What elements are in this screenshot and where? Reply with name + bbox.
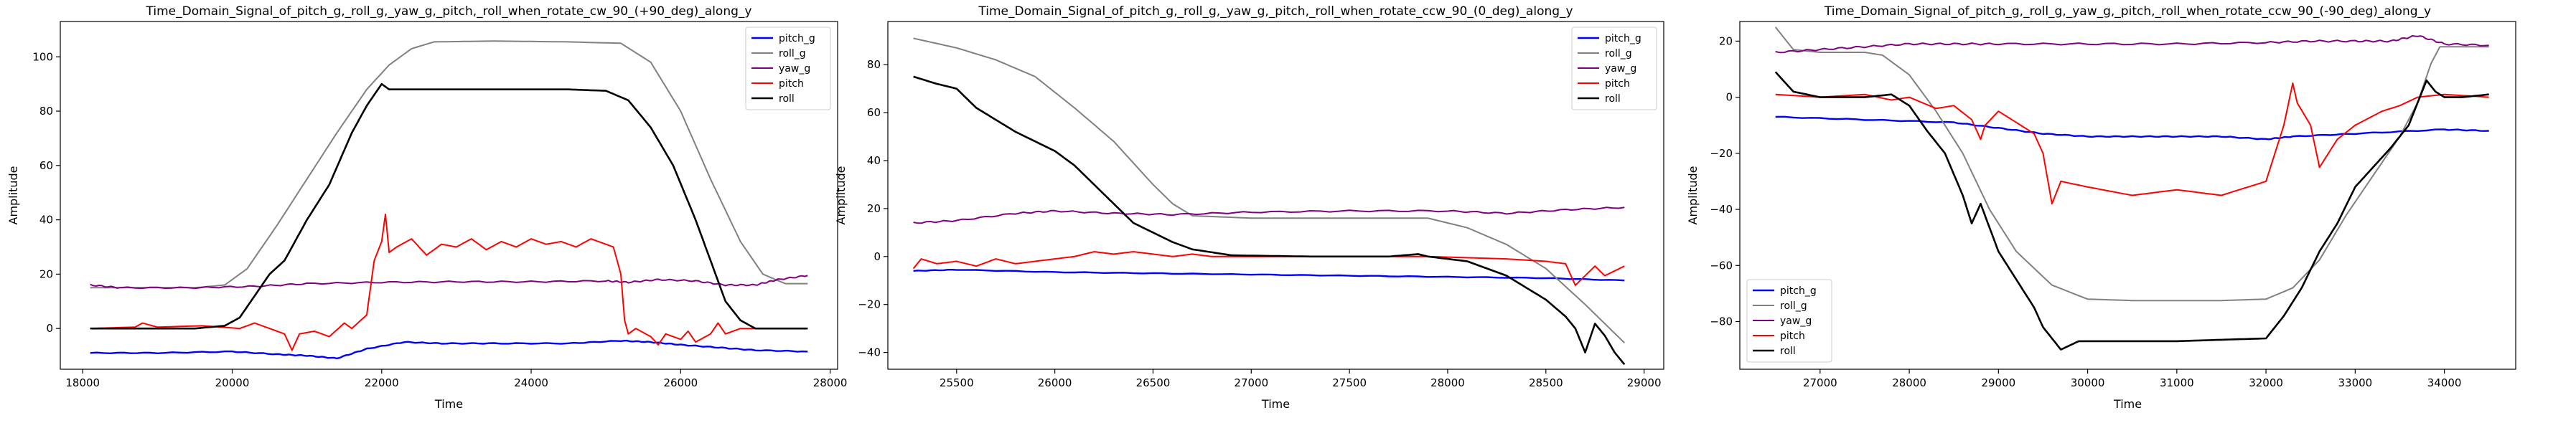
x-tick-label: 28000 (1430, 376, 1465, 389)
y-tick-label: 80 (867, 58, 881, 71)
series-line-yaw-g (913, 206, 1625, 224)
y-axis-label: Amplitude (1686, 166, 1700, 225)
legend-label-roll-g: roll_g (1605, 48, 1632, 60)
series-line-pitch-g (913, 269, 1625, 282)
x-axis-label: Time (2113, 397, 2142, 411)
series-line-pitch (912, 251, 1625, 286)
x-tick-label: 29000 (1627, 376, 1662, 389)
series-line-roll (913, 75, 1626, 366)
y-axis-label: Amplitude (6, 166, 20, 225)
plot-area (90, 40, 808, 360)
chart-title: Time_Domain_Signal_of_pitch_g,_roll_g,_y… (146, 4, 752, 19)
y-tick-label: 40 (867, 154, 881, 167)
y-tick-label: −40 (1710, 203, 1733, 216)
x-tick-label: 29000 (1981, 376, 2015, 389)
legend-label-yaw-g: yaw_g (1780, 315, 1812, 327)
series-line-roll (90, 82, 808, 330)
x-tick-label: 32000 (2249, 376, 2283, 389)
legend-label-pitch-g: pitch_g (1780, 285, 1817, 297)
x-tick-label: 25500 (940, 376, 974, 389)
legend-label-pitch-g: pitch_g (1605, 33, 1641, 44)
legend-label-roll: roll (1605, 93, 1621, 105)
plot-area (1774, 27, 2489, 351)
x-tick-label: 34000 (2427, 376, 2462, 389)
series-line-roll-g (90, 40, 808, 289)
series-line-pitch (1775, 82, 2489, 205)
legend-box (1571, 27, 1657, 110)
axes-frame (1739, 21, 2516, 370)
series-line-pitch (90, 214, 808, 351)
chart-title: Time_Domain_Signal_of_pitch_g,_roll_g,_y… (1824, 4, 2431, 19)
x-tick-label: 27000 (1234, 376, 1268, 389)
y-tick-label: −40 (858, 346, 881, 359)
y-tick-label: 20 (867, 202, 881, 215)
y-tick-label: −80 (1710, 315, 1733, 328)
legend-label-pitch: pitch (1780, 331, 1805, 342)
x-tick-label: 30000 (2071, 376, 2105, 389)
series-line-yaw-g (90, 275, 808, 290)
plot-area (912, 37, 1626, 366)
x-tick-label: 20000 (215, 376, 250, 389)
x-tick-label: 18000 (65, 376, 100, 389)
y-tick-label: 80 (39, 105, 53, 118)
y-tick-label: −20 (858, 298, 881, 311)
y-tick-label: −20 (1710, 147, 1733, 160)
x-tick-label: 27000 (1803, 376, 1837, 389)
y-tick-label: 60 (867, 106, 881, 119)
legend-label-pitch: pitch (779, 78, 804, 90)
chart-title: Time_Domain_Signal_of_pitch_g,_roll_g,_y… (978, 4, 1573, 19)
y-tick-label: 0 (46, 322, 53, 335)
y-axis-label: Amplitude (834, 166, 848, 225)
chart-2: Time_Domain_Signal_of_pitch_g,_roll_g,_y… (834, 4, 1664, 411)
legend-box (1746, 279, 1832, 363)
x-tick-label: 28500 (1529, 376, 1563, 389)
legend-label-roll: roll (1780, 346, 1796, 357)
legend-label-roll: roll (779, 93, 795, 105)
legend-label-yaw-g: yaw_g (779, 63, 810, 75)
series-line-pitch-g (90, 339, 808, 360)
y-tick-label: −60 (1710, 259, 1733, 272)
x-tick-label: 31000 (2160, 376, 2194, 389)
y-tick-label: 40 (39, 214, 53, 227)
x-axis-label: Time (434, 397, 463, 411)
series-line-yaw-g (1775, 34, 2489, 54)
y-tick-label: 20 (1719, 34, 1733, 47)
series-line-roll-g (913, 37, 1625, 343)
x-axis-label: Time (1261, 397, 1290, 411)
x-tick-label: 26000 (1038, 376, 1072, 389)
legend-label-yaw-g: yaw_g (1605, 63, 1636, 75)
legend-box (745, 27, 831, 110)
y-tick-label: 60 (39, 159, 53, 172)
axes-frame (887, 21, 1664, 370)
x-tick-label: 26000 (663, 376, 698, 389)
x-tick-label: 28000 (1892, 376, 1926, 389)
legend-label-pitch-g: pitch_g (779, 33, 815, 44)
axes-frame (60, 21, 838, 370)
chart-3: Time_Domain_Signal_of_pitch_g,_roll_g,_y… (1686, 4, 2516, 411)
chart-1: Time_Domain_Signal_of_pitch_g,_roll_g,_y… (6, 4, 847, 411)
x-tick-label: 28000 (813, 376, 848, 389)
y-tick-label: 20 (39, 267, 53, 280)
x-tick-label: 33000 (2338, 376, 2372, 389)
legend-label-pitch: pitch (1605, 78, 1630, 90)
legend-label-roll-g: roll_g (1780, 300, 1807, 312)
y-tick-label: 100 (32, 50, 53, 63)
legend-label-roll-g: roll_g (779, 48, 806, 60)
y-tick-label: 0 (874, 250, 881, 263)
x-tick-label: 22000 (365, 376, 399, 389)
x-tick-label: 24000 (514, 376, 548, 389)
y-tick-label: 0 (1725, 91, 1733, 104)
x-tick-label: 26500 (1136, 376, 1171, 389)
x-tick-label: 27500 (1332, 376, 1367, 389)
series-line-roll (1774, 71, 2489, 351)
